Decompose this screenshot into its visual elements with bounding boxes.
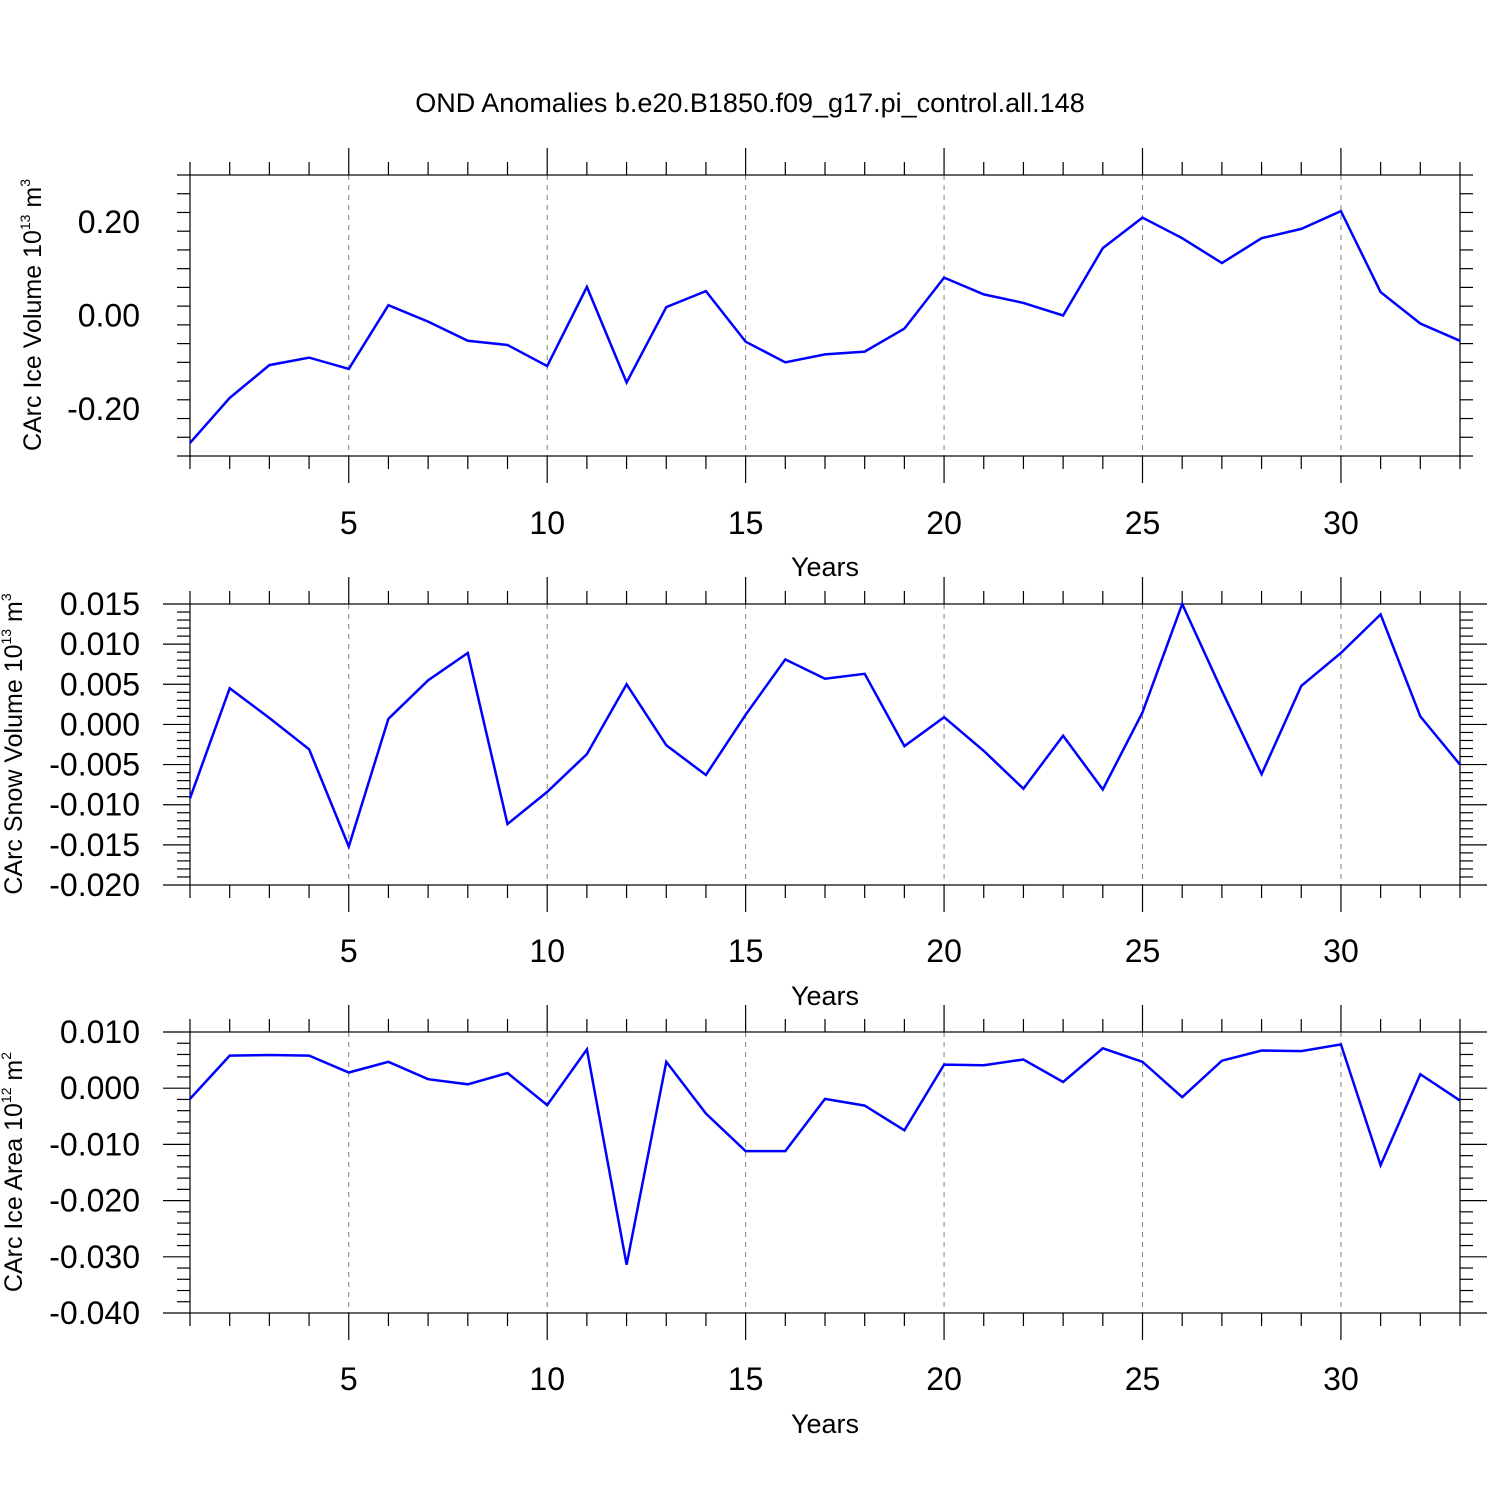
x-tick-label: 10 <box>529 1361 565 1397</box>
x-tick-label: 25 <box>1125 933 1161 969</box>
ylabel-text: CArc Ice Area 10 <box>0 1103 28 1292</box>
ice-area-panel: CArc Ice Area 1012 m2 Years 5 10 15 20 25 30 -… <box>0 1005 1487 1439</box>
ylabel-unit-exponent: 2 <box>0 1052 14 1060</box>
ylabel-exponent: 12 <box>0 1087 14 1103</box>
x-tick-label: 20 <box>926 1361 962 1397</box>
y-tick-label: -0.010 <box>49 787 140 823</box>
ylabel-unit: m <box>0 1060 28 1081</box>
x-tick-label: 30 <box>1323 505 1359 541</box>
ice-area-series-line <box>189 1042 1461 1265</box>
svg-text:CArc Ice Volume 1013 m3: CArc Ice Volume 1013 m3 <box>17 179 47 451</box>
plot-frame <box>189 174 1461 457</box>
y-tick-label: 0.005 <box>60 666 140 702</box>
y-tick-label: 0.010 <box>60 1014 140 1050</box>
snow-volume-xlabel: Years <box>791 981 859 1011</box>
svg-text:CArc Ice Area 1012 m2: CArc Ice Area 1012 m2 <box>0 1052 28 1292</box>
y-tick-label: -0.040 <box>49 1295 140 1331</box>
figure-title: OND Anomalies b.e20.B1850.f09_g17.pi_con… <box>415 88 1084 118</box>
ylabel-unit: m <box>0 601 28 622</box>
ylabel-unit-exponent: 3 <box>0 593 14 601</box>
y-tick-label: -0.005 <box>49 747 140 783</box>
x-tick-label: 15 <box>728 933 764 969</box>
ice-volume-panel: CArc Ice Volume 1013 m3 Years 5 10 15 20 25 3… <box>17 148 1473 582</box>
svg-text:CArc Snow Volume 1013 m3: CArc Snow Volume 1013 m3 <box>0 593 28 894</box>
ylabel-exponent: 13 <box>17 214 33 230</box>
x-tick-label: 5 <box>340 933 358 969</box>
y-tick-label: -0.030 <box>49 1239 140 1275</box>
ylabel-text: CArc Ice Volume 10 <box>19 230 47 451</box>
ylabel-exponent: 13 <box>0 629 14 645</box>
y-tick-label: -0.020 <box>49 867 140 903</box>
x-tick-label: 10 <box>529 933 565 969</box>
x-tick-label: 10 <box>529 505 565 541</box>
ice-volume-series-line <box>189 209 1461 444</box>
snow-volume-panel: CArc Snow Volume 1013 m3 Years 5 10 15 20 25… <box>0 577 1487 1011</box>
x-tick-label: 20 <box>926 933 962 969</box>
ice-area-ylabel: CArc Ice Area 1012 m2 <box>0 1052 28 1292</box>
ice-volume-xlabel: Years <box>791 552 859 582</box>
snow-volume-series-line <box>188 600 1461 851</box>
ylabel-unit: m <box>19 187 47 208</box>
y-tick-label: 0.00 <box>78 298 140 334</box>
y-tick-label: 0.000 <box>60 706 140 742</box>
snow-volume-ylabel: CArc Snow Volume 1013 m3 <box>0 593 28 894</box>
x-tick-label: 15 <box>728 505 764 541</box>
x-tick-label: 25 <box>1125 1361 1161 1397</box>
x-tick-label: 30 <box>1323 933 1359 969</box>
x-tick-label: 5 <box>340 1361 358 1397</box>
x-tick-label: 30 <box>1323 1361 1359 1397</box>
y-tick-label: -0.20 <box>67 391 140 427</box>
ylabel-unit-exponent: 3 <box>17 179 33 187</box>
y-tick-label: 0.000 <box>60 1070 140 1106</box>
ice-area-xlabel: Years <box>791 1409 859 1439</box>
plot-frame <box>189 1031 1461 1314</box>
y-tick-label: -0.015 <box>49 827 140 863</box>
y-tick-label: 0.015 <box>60 586 140 622</box>
x-tick-label: 25 <box>1125 505 1161 541</box>
y-tick-label: 0.010 <box>60 626 140 662</box>
ice-volume-ylabel: CArc Ice Volume 1013 m3 <box>17 179 47 451</box>
x-tick-label: 20 <box>926 505 962 541</box>
y-tick-label: -0.010 <box>49 1126 140 1162</box>
y-tick-label: 0.20 <box>78 204 140 240</box>
y-tick-label: -0.020 <box>49 1183 140 1219</box>
x-tick-label: 15 <box>728 1361 764 1397</box>
ylabel-text: CArc Snow Volume 10 <box>0 645 28 895</box>
x-tick-label: 5 <box>340 505 358 541</box>
